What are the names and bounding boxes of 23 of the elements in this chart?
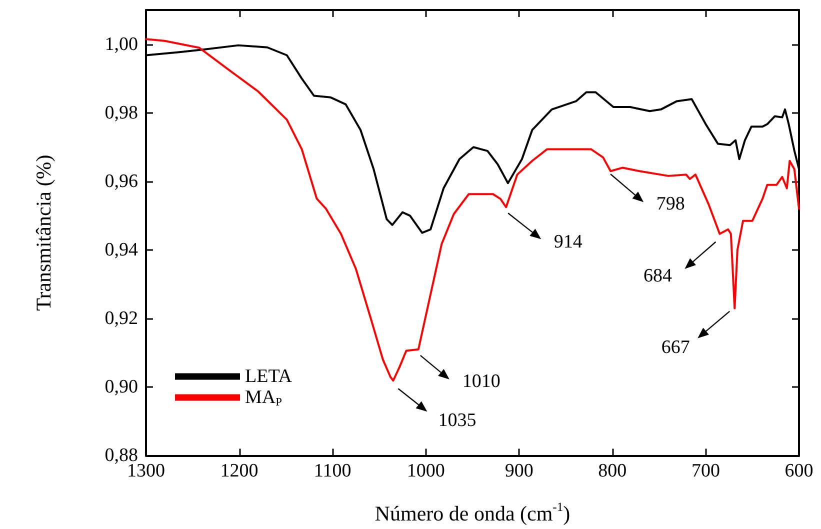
x-tick-label: 1200	[220, 460, 258, 482]
annotation: 684	[643, 265, 672, 286]
x-tick-label: 700	[691, 460, 720, 482]
y-tick-label: 0,96	[104, 170, 138, 192]
annotation: 1035	[438, 410, 476, 432]
legend-label: LETA	[245, 366, 292, 387]
y-tick-label: 1,00	[104, 34, 138, 55]
x-tick-label: 1300	[127, 460, 165, 482]
annotation: 1010	[462, 370, 500, 392]
y-tick-label: 0,90	[104, 376, 138, 398]
y-axis-title: Transmitância (%)	[32, 154, 56, 311]
annotation: 914	[554, 232, 583, 253]
x-tick-label: 900	[504, 460, 534, 482]
y-tick-label: 0,92	[104, 308, 138, 330]
annotation: 798	[656, 194, 685, 215]
y-tick-label: 0,98	[104, 102, 138, 124]
y-tick-label: 0,94	[104, 239, 138, 260]
annotation: 667	[661, 336, 690, 358]
x-tick-label: 1000	[406, 460, 445, 482]
legend-label: MAP	[245, 387, 282, 408]
x-tick-label: 600	[784, 460, 814, 482]
x-tick-label: 1100	[314, 460, 352, 482]
x-tick-label: 800	[598, 460, 627, 482]
